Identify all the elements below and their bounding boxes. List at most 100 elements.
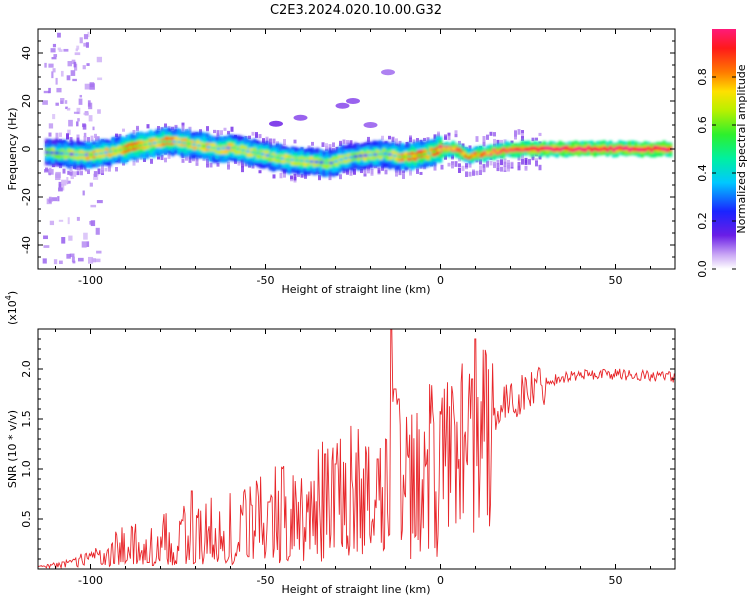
heatmap-core-cell <box>167 140 172 144</box>
heatmap-ridge-cell <box>101 149 106 158</box>
snr-x-axis-label: Height of straight line (km) <box>281 583 430 596</box>
snr-multiplier-close: ) <box>6 291 19 295</box>
heatmap-core-cell <box>265 153 270 157</box>
heatmap-noise-cell <box>61 237 66 244</box>
heatmap-noise-cell <box>44 62 47 68</box>
heatmap-core-cell <box>133 144 138 148</box>
snr-series-line <box>38 329 675 569</box>
heatmap-core-cell <box>255 151 260 155</box>
heatmap-halo-cell <box>381 166 384 171</box>
heatmap-halo-cell <box>510 140 514 144</box>
heatmap-halo-cell <box>157 156 160 160</box>
heatmap-core-cell <box>579 147 584 151</box>
heatmap-halo-cell <box>342 139 346 144</box>
heatmap-noise-cell <box>76 45 80 50</box>
heatmap-halo-cell <box>69 170 73 176</box>
heatmap-noise-cell <box>95 227 100 235</box>
heatmap-core-cell <box>510 147 515 151</box>
heatmap-noise-cell <box>88 115 93 122</box>
heatmap-core-cell <box>637 147 642 151</box>
heatmap-noise-cell <box>68 119 73 127</box>
heatmap-halo-cell <box>59 132 62 137</box>
heatmap-core-cell <box>79 153 84 157</box>
heatmap-core-cell <box>54 151 59 155</box>
heatmap-core-cell <box>422 152 427 156</box>
heatmap-noise-cell <box>48 87 51 94</box>
heatmap-core-cell <box>304 159 309 163</box>
heatmap-core-cell <box>657 147 662 151</box>
heatmap-core-cell <box>162 140 167 144</box>
heatmap-halo-cell <box>517 129 521 135</box>
heatmap-halo-cell <box>500 166 503 172</box>
heatmap-halo-cell <box>132 129 136 134</box>
heatmap-core-cell <box>309 160 314 164</box>
heatmap-halo-cell <box>507 165 510 172</box>
heatmap-halo-cell <box>360 168 363 174</box>
heatmap-halo-cell <box>482 167 486 173</box>
heatmap-core-cell <box>280 157 285 161</box>
heatmap-core-cell <box>123 147 128 151</box>
heatmap-ridge-cell <box>57 150 62 159</box>
heatmap-ridge-cell <box>429 147 433 156</box>
heatmap-core-cell <box>45 150 49 154</box>
heatmap-halo-cell <box>465 166 468 170</box>
heatmap-noise-cell <box>66 107 71 111</box>
heatmap-noise-cell <box>72 78 77 82</box>
y-tick-label: -20 <box>20 188 33 206</box>
heatmap-ridge-cell <box>331 157 336 166</box>
heatmap-halo-cell <box>342 169 346 174</box>
heatmap-core-cell <box>520 147 525 151</box>
heatmap-ridge-cell <box>155 139 159 148</box>
heatmap-noise-cell <box>50 48 56 53</box>
heatmap-noise-cell <box>97 109 101 114</box>
heatmap-noise-cell <box>42 100 48 105</box>
heatmap-core-cell <box>461 152 466 156</box>
heatmap-core-cell <box>113 149 118 153</box>
heatmap-noise-cell <box>81 241 87 248</box>
heatmap-halo-cell <box>122 128 125 132</box>
heatmap-noise-cell <box>43 90 50 94</box>
heatmap-halo-cell <box>48 132 52 137</box>
heatmap-core-cell <box>108 150 113 154</box>
heatmap-halo-cell <box>507 162 510 169</box>
snr-y-ticks: 0.5 1.0 1.5 2.0 <box>20 328 675 570</box>
heatmap-noise-cell <box>70 70 76 76</box>
heatmap-ridge-cell <box>54 150 59 159</box>
heatmap-core-cell <box>353 155 358 158</box>
heatmap-noise-cell <box>58 181 62 188</box>
snr-y-axis-label: SNR (10 * v/v) <box>6 410 19 488</box>
heatmap-halo-cell <box>486 134 489 140</box>
heatmap-halo-cell <box>290 175 293 180</box>
heatmap-core-cell <box>147 142 152 146</box>
heatmap-core-cell <box>383 152 388 156</box>
snr-multiplier-base: (x10 <box>6 300 19 325</box>
heatmap-noise-cell <box>96 200 103 204</box>
heatmap-noise-cell <box>64 100 68 104</box>
heatmap-halo-cell <box>458 167 461 173</box>
heatmap-noise-cell <box>89 83 95 90</box>
heatmap-halo-cell <box>45 167 48 172</box>
heatmap-noise-cell <box>67 61 72 67</box>
heatmap-halo-cell <box>279 173 283 179</box>
heatmap-noise-cell <box>62 180 69 185</box>
heatmap-core-cell <box>329 161 334 165</box>
heatmap-core-cell <box>593 147 598 151</box>
heatmap-halo-cell <box>363 167 367 174</box>
heatmap-halo-cell <box>185 157 188 161</box>
heatmap-ridge-cell <box>542 145 547 151</box>
heatmap-core-cell <box>363 153 368 157</box>
heatmap-core-cell <box>343 156 348 160</box>
heatmap-core-cell <box>642 147 647 151</box>
heatmap-halo-cell <box>346 140 349 144</box>
figure-title: C2E3.2024.020.10.00.G32 <box>270 3 442 18</box>
snr-panel: -100 -50 0 50 0.5 1.0 1.5 2.0 Height of straig… <box>4 291 676 596</box>
heatmap-noise-cell <box>68 235 73 241</box>
heatmap-core-cell <box>89 153 94 157</box>
heatmap-halo-cell <box>409 170 412 176</box>
heatmap-core-cell <box>250 150 255 154</box>
heatmap-noise-cell <box>57 47 61 51</box>
heatmap-noise-cell <box>58 49 63 52</box>
heatmap-halo-cell <box>367 169 370 174</box>
heatmap-halo-cell <box>216 162 220 167</box>
spectrogram-x-ticks: -100 -50 0 50 <box>55 29 651 287</box>
